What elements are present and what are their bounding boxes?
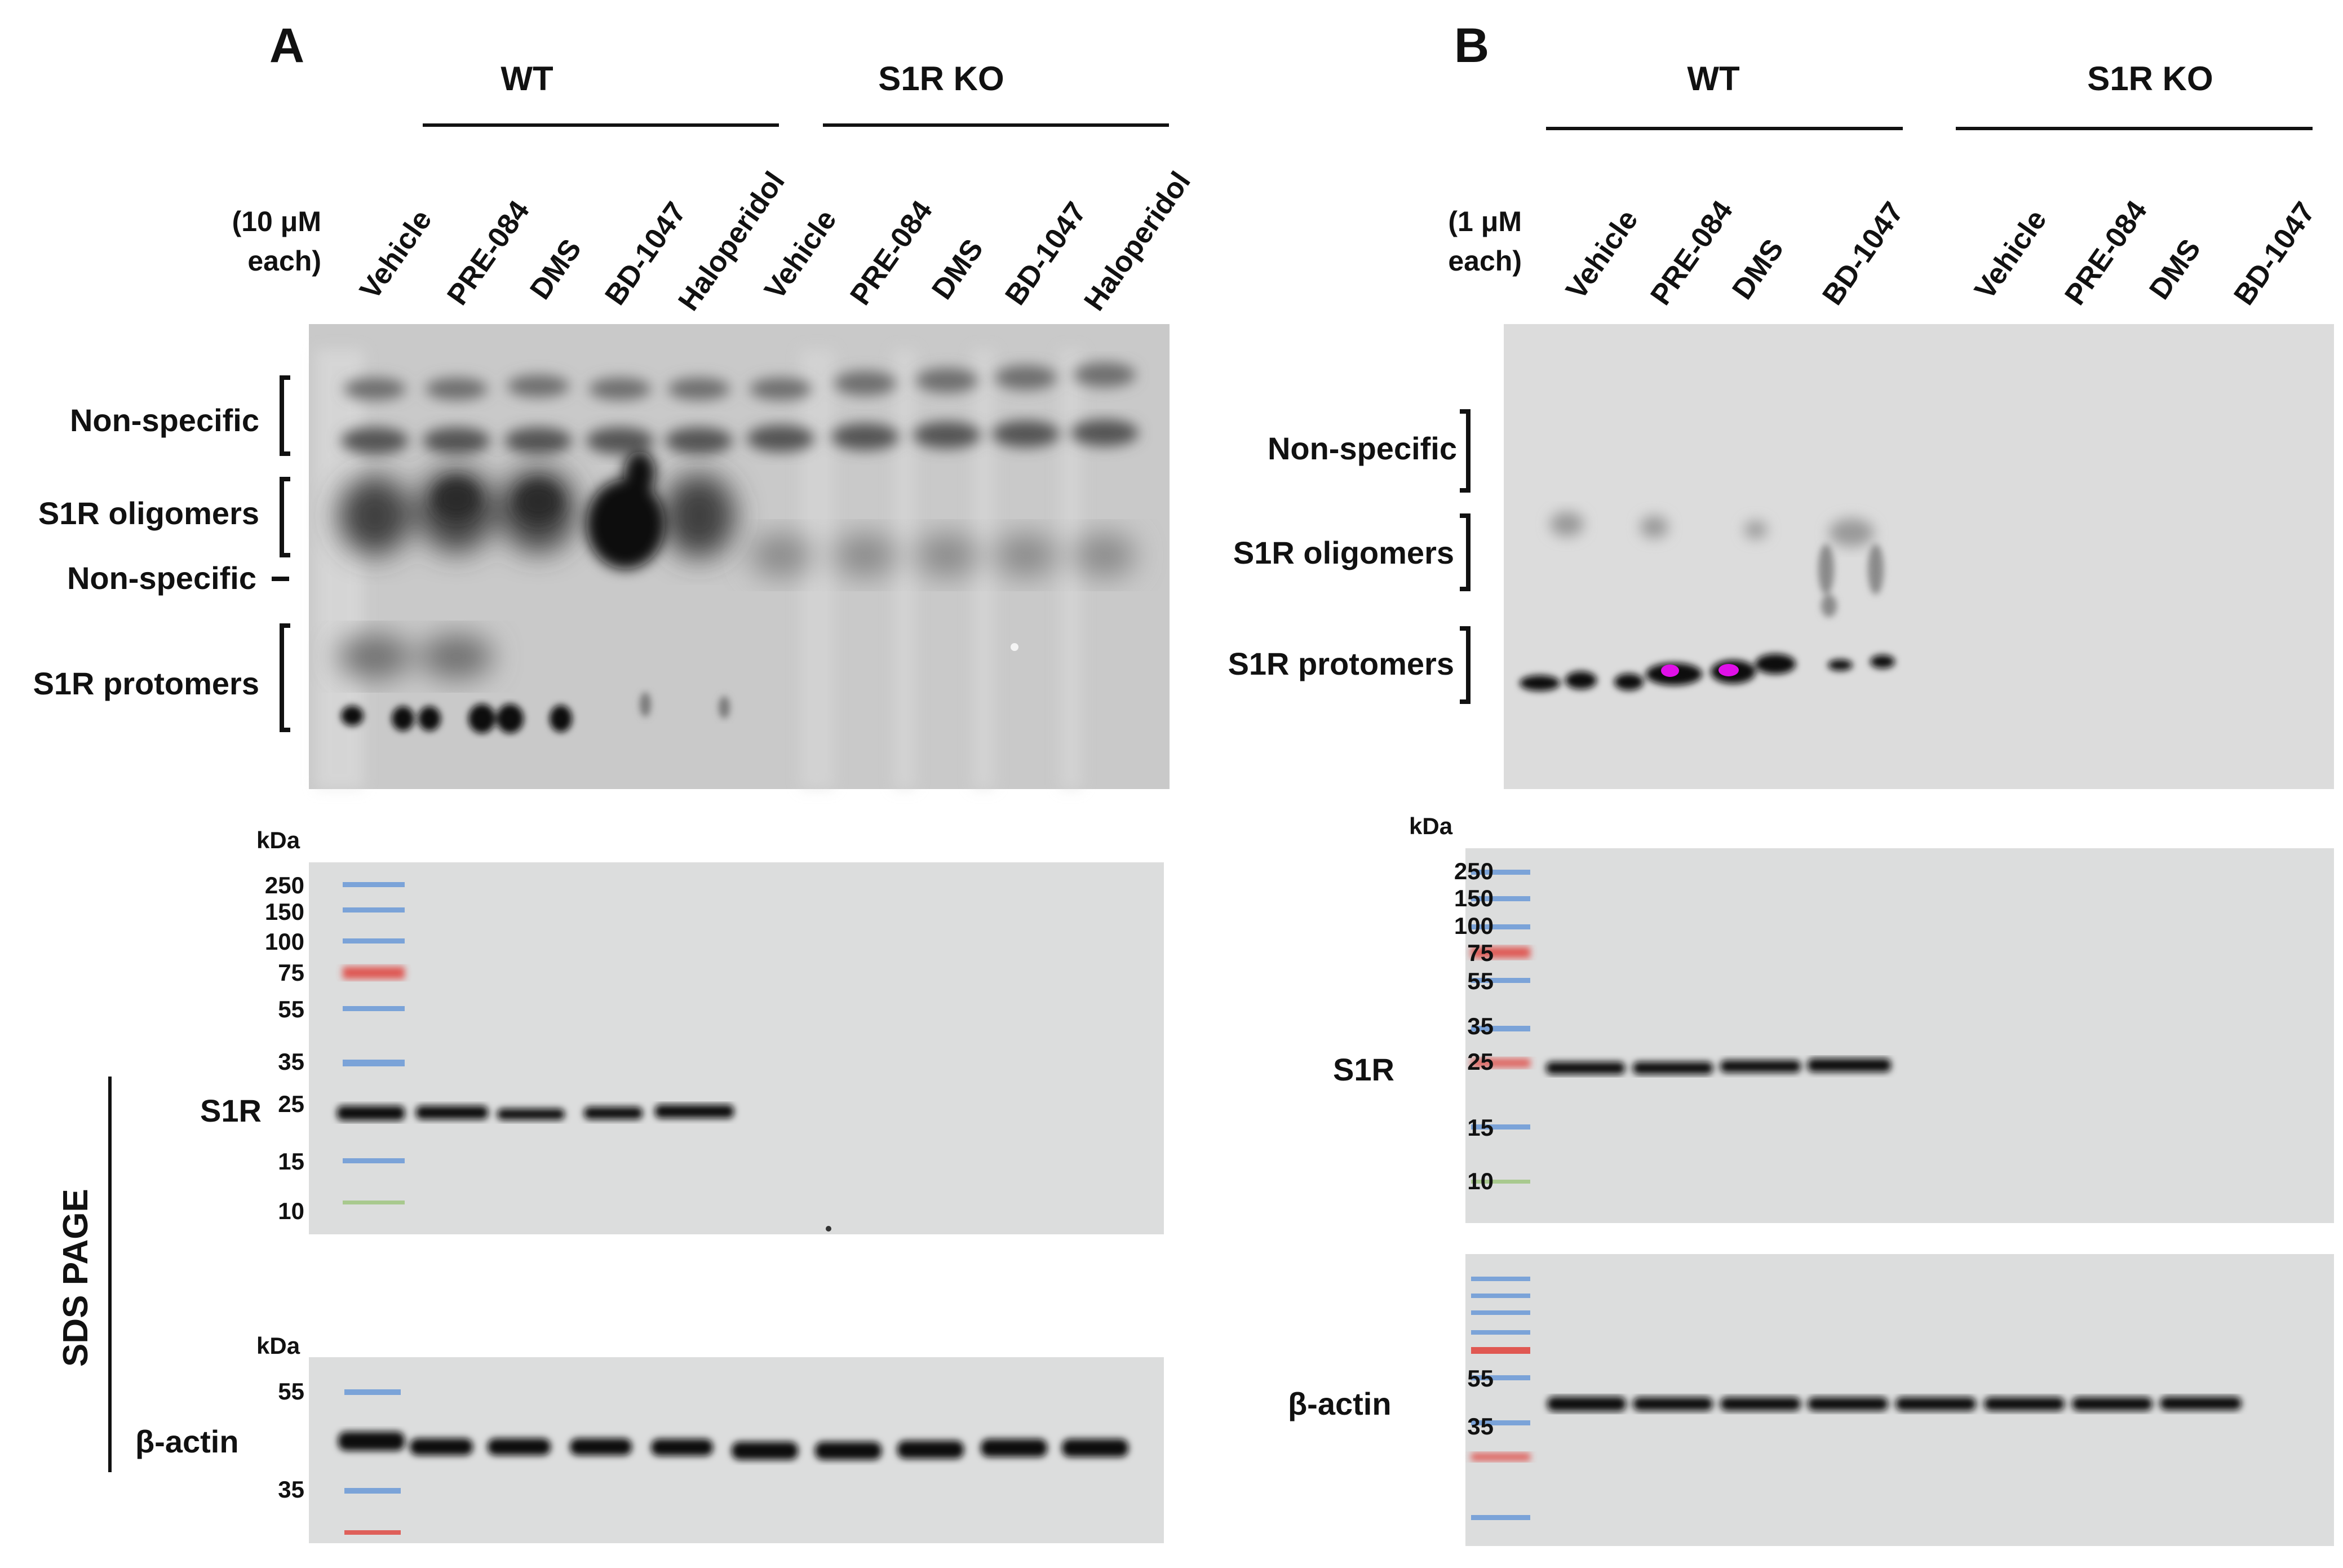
panel-b-actin-blot (1465, 1254, 2334, 1546)
panel-a: A WT S1R KO (10 μM each) Vehicle PRE-084… (33, 19, 1197, 1543)
panel-b-label-s1r-protomers: S1R protomers (1228, 646, 1454, 681)
panel-b-lane-label: BD-1047 (2227, 196, 2322, 311)
panel-b-native-brackets (1460, 409, 1471, 704)
panel-a-s1r-marker: 15 (278, 1148, 304, 1175)
panel-b-s1r-marker: 150 (1454, 885, 1494, 911)
panel-b-group-ko: S1R KO (2087, 60, 2213, 98)
panel-a-lane-label: DMS (925, 233, 990, 305)
panel-b-lane-label: PRE-084 (2058, 195, 2154, 311)
panel-b-label-s1r-oligomers: S1R oligomers (1233, 535, 1454, 570)
panel-a-lane-label: BD-1047 (999, 196, 1093, 311)
panel-a-letter: A (269, 19, 304, 73)
panel-a-label-non-specific-2: Non-specific (67, 560, 256, 596)
panel-b-lane-label: Vehicle (1560, 204, 1644, 305)
panel-a-actin-marker: 35 (278, 1476, 304, 1503)
panel-a-concentration-1: (10 μM (232, 206, 321, 237)
panel-a-actin-label: β-actin (135, 1424, 239, 1459)
panel-a-label-non-specific-1: Non-specific (70, 402, 259, 438)
panel-b-s1r-marker: 75 (1467, 940, 1494, 966)
panel-b-s1r-marker: 55 (1467, 968, 1494, 994)
panel-b-actin-marker: 55 (1467, 1365, 1494, 1392)
panel-a-s1r-marker: 10 (278, 1198, 304, 1224)
panel-a-kda-label-1: kDa (256, 827, 300, 853)
panel-a-kda-label-2: kDa (256, 1332, 300, 1359)
panel-a-concentration-2: each) (247, 245, 321, 277)
panel-b-s1r-marker: 100 (1454, 913, 1494, 939)
panel-a-lane-label: Vehicle (353, 204, 438, 305)
panel-a-s1r-marker: 35 (278, 1048, 304, 1075)
panel-b-label-non-specific: Non-specific (1268, 431, 1457, 466)
panel-a-sds-label: SDS PAGE (56, 1189, 95, 1367)
panel-a-lane-label: DMS (524, 233, 588, 305)
panel-b-concentration-1: (1 μM (1448, 206, 1522, 237)
panel-b-native-blot (1504, 324, 2334, 789)
panel-b-s1r-marker: 25 (1467, 1048, 1494, 1075)
panel-a-s1r-blot (309, 862, 1164, 1234)
panel-a-s1r-marker: 55 (278, 996, 304, 1022)
panel-b-s1r-marker: 10 (1467, 1168, 1494, 1194)
panel-a-actin-blot (309, 1357, 1164, 1543)
panel-a-s1r-marker: 75 (278, 959, 304, 986)
panel-a-s1r-label: S1R (200, 1093, 262, 1128)
panel-a-s1r-marker: 150 (265, 898, 304, 925)
panel-b-kda-label: kDa (1409, 813, 1453, 839)
panel-a-label-s1r-oligomers: S1R oligomers (38, 495, 259, 531)
panel-b-actin-label: β-actin (1288, 1386, 1392, 1421)
panel-b-s1r-markers: 250 150 100 75 55 35 25 15 10 (1454, 858, 1494, 1194)
panel-b-actin-marker: 35 (1467, 1413, 1494, 1439)
panel-b-lane-label: Vehicle (1968, 204, 2053, 305)
panel-b-lane-label: DMS (1726, 233, 1790, 305)
panel-a-lane-label: Haloperidol (1078, 166, 1197, 317)
panel-b-lane-labels: Vehicle PRE-084 DMS BD-1047 Vehicle PRE-… (1560, 195, 2322, 311)
panel-a-label-s1r-protomers: S1R protomers (33, 666, 259, 701)
panel-b-concentration-2: each) (1448, 245, 1522, 277)
panel-a-native-blot (309, 324, 1170, 789)
panel-b-s1r-blot (1465, 848, 2334, 1223)
panel-a-s1r-marker: 250 (265, 872, 304, 898)
panel-a-lane-label: PRE-084 (844, 195, 939, 311)
panel-b-group-wt: WT (1687, 60, 1739, 98)
panel-b-lane-label: PRE-084 (1644, 195, 1739, 311)
panel-a-s1r-marker: 100 (265, 928, 304, 955)
panel-b-s1r-marker: 250 (1454, 858, 1494, 884)
panel-a-s1r-ladder (343, 882, 405, 1204)
panel-a-actin-marker: 55 (278, 1378, 304, 1405)
panel-b-s1r-ladder (1471, 870, 1530, 1184)
panel-b-s1r-marker: 15 (1467, 1114, 1494, 1141)
panel-b-lane-label: BD-1047 (1816, 196, 1910, 311)
panel-a-s1r-marker: 25 (278, 1091, 304, 1117)
panel-a-lane-labels: Vehicle PRE-084 DMS BD-1047 Haloperidol … (353, 166, 1197, 317)
panel-a-group-wt: WT (501, 60, 553, 98)
panel-b-s1r-marker: 35 (1467, 1013, 1494, 1039)
panel-b: B WT S1R KO (1 μM each) Vehicle PRE-084 … (1228, 19, 2334, 1546)
panel-a-lane-label: PRE-084 (441, 195, 536, 311)
panel-a-native-brackets (272, 375, 290, 732)
panel-a-s1r-markers: 250 150 100 75 55 35 25 15 10 (265, 872, 304, 1224)
panel-b-lane-label: DMS (2143, 233, 2207, 305)
panel-a-group-ko: S1R KO (878, 60, 1004, 98)
panel-a-lane-label: Vehicle (758, 204, 843, 305)
panel-b-s1r-label: S1R (1333, 1052, 1394, 1087)
panel-b-letter: B (1454, 19, 1489, 73)
